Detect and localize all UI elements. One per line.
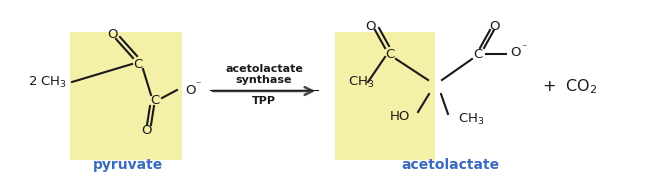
- Text: C: C: [386, 48, 395, 60]
- Text: acetolactate: acetolactate: [225, 64, 303, 74]
- Text: C: C: [474, 48, 483, 60]
- Text: C: C: [133, 58, 143, 70]
- Bar: [335, 32, 435, 160]
- Text: CH$_3$: CH$_3$: [348, 74, 374, 90]
- Text: ⁻: ⁻: [195, 80, 200, 90]
- Text: TPP: TPP: [252, 96, 276, 106]
- Text: acetolactate: acetolactate: [401, 158, 499, 172]
- Text: 2 CH$_3$: 2 CH$_3$: [28, 74, 67, 90]
- Text: C: C: [151, 94, 160, 106]
- Text: pyruvate: pyruvate: [93, 158, 163, 172]
- Text: HO: HO: [390, 110, 410, 124]
- Text: O: O: [185, 84, 196, 96]
- Text: CH$_3$: CH$_3$: [458, 111, 484, 126]
- Text: O: O: [510, 46, 521, 60]
- Text: O: O: [107, 27, 117, 41]
- Bar: [70, 32, 182, 160]
- Text: O: O: [141, 124, 151, 136]
- Text: synthase: synthase: [236, 75, 292, 85]
- Text: ⁻: ⁻: [521, 43, 527, 53]
- Text: O: O: [365, 19, 375, 33]
- Text: O: O: [490, 19, 500, 33]
- Text: $+$  CO$_2$: $+$ CO$_2$: [542, 78, 598, 96]
